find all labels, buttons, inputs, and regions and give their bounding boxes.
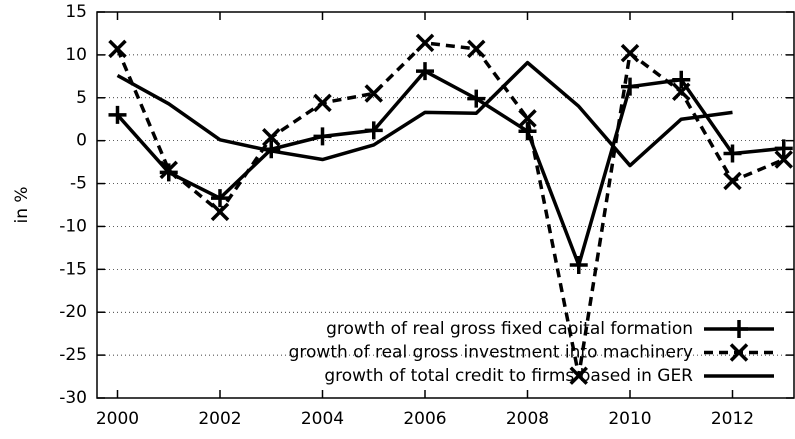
point-marker <box>313 93 332 113</box>
y-tick-label: -20 <box>59 302 87 322</box>
y-axis-label: in % <box>12 186 32 223</box>
series-line <box>116 69 784 267</box>
point-marker <box>159 160 178 180</box>
point-marker <box>672 70 691 89</box>
point-marker <box>364 121 383 140</box>
point-marker <box>262 127 281 147</box>
y-tick-label: -5 <box>70 174 87 194</box>
x-tick-label: 2012 <box>711 409 754 429</box>
point-marker <box>518 109 537 128</box>
point-marker <box>774 150 793 169</box>
point-marker <box>210 202 230 222</box>
point-marker <box>467 89 486 108</box>
point-marker <box>364 84 383 103</box>
point-marker <box>313 127 332 146</box>
legend-marker <box>730 320 748 338</box>
series-line <box>116 60 733 168</box>
point-marker <box>108 39 127 59</box>
y-tick-label: 10 <box>65 45 87 65</box>
point-marker <box>569 256 588 275</box>
y-tick-label: 5 <box>76 88 87 108</box>
y-tick-label: -15 <box>59 259 87 279</box>
y-tick-label: -25 <box>59 345 87 365</box>
y-tick-label: 15 <box>65 2 87 22</box>
plot-frame <box>96 11 795 399</box>
y-tick-label: -30 <box>59 388 87 408</box>
point-marker <box>467 39 486 59</box>
x-tick-label: 2000 <box>96 409 139 429</box>
legend-label: growth of total credit to firms based in… <box>324 366 693 386</box>
x-tick-label: 2002 <box>198 409 241 429</box>
point-marker <box>620 43 640 63</box>
point-marker <box>211 189 229 208</box>
legend-label: growth of real gross investment into mac… <box>289 343 693 363</box>
point-marker <box>416 62 434 81</box>
series-line <box>115 41 785 378</box>
point-marker <box>723 144 742 163</box>
point-marker <box>774 139 793 158</box>
x-tick-label: 2008 <box>506 409 549 429</box>
point-marker <box>569 366 588 385</box>
x-tick-label: 2004 <box>301 409 344 429</box>
x-tick-label: 2006 <box>403 409 446 429</box>
y-tick-label: 0 <box>76 131 87 151</box>
y-tick-label: -10 <box>59 216 87 236</box>
point-marker <box>108 105 127 124</box>
legend-label: growth of real gross fixed capital forma… <box>326 319 693 339</box>
point-marker <box>672 82 691 102</box>
x-tick-label: 2010 <box>608 409 651 429</box>
point-marker <box>415 33 435 53</box>
point-marker <box>621 77 639 96</box>
legend-marker <box>729 343 749 362</box>
point-marker <box>723 171 742 191</box>
